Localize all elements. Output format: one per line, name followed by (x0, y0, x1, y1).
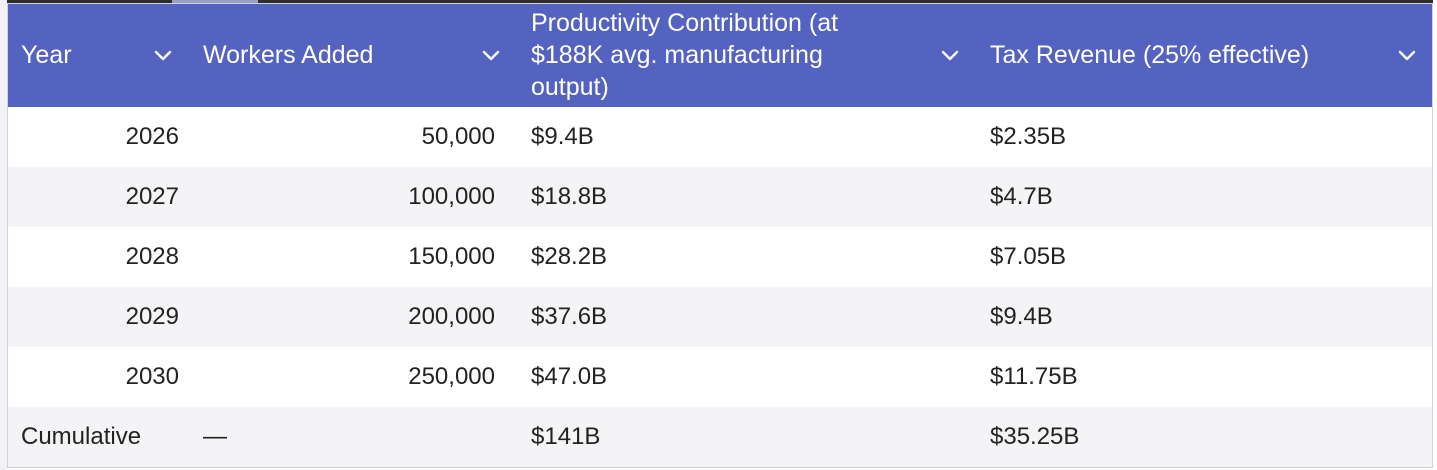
cell-tax-revenue: $11.75B (976, 347, 1433, 407)
cell-year: 2027 (7, 167, 189, 227)
cell-year: 2030 (7, 347, 189, 407)
table-body: 2026 50,000 $9.4B $2.35B 2027 100,000 $1… (7, 107, 1433, 467)
cell-workers-added: 200,000 (189, 287, 517, 347)
cell-year: 2029 (7, 287, 189, 347)
column-header-tax-revenue[interactable]: Tax Revenue (25% effective) (976, 3, 1433, 107)
cell-tax-revenue: $7.05B (976, 227, 1433, 287)
chevron-down-icon[interactable] (938, 43, 962, 67)
cell-workers-added: 100,000 (189, 167, 517, 227)
table-row: 2026 50,000 $9.4B $2.35B (7, 107, 1433, 167)
cell-tax-revenue: $35.25B (976, 407, 1433, 467)
column-header-workers-added[interactable]: Workers Added (189, 3, 517, 107)
chevron-down-icon[interactable] (1395, 43, 1419, 67)
column-header-year[interactable]: Year (7, 3, 189, 107)
column-header-productivity[interactable]: Productivity Contribution (at $188K avg.… (517, 3, 976, 107)
header-row: Year Workers Added (7, 3, 1433, 107)
chevron-down-icon[interactable] (479, 43, 503, 67)
column-header-label: Productivity Contribution (at $188K avg.… (531, 9, 839, 101)
cell-year: Cumulative (7, 407, 189, 467)
cell-year: 2028 (7, 227, 189, 287)
chevron-down-icon[interactable] (151, 43, 175, 67)
table-header: Year Workers Added (7, 3, 1433, 107)
column-header-label: Workers Added (203, 41, 374, 69)
right-margin (1433, 0, 1437, 470)
cell-tax-revenue: $4.7B (976, 167, 1433, 227)
table-row: 2028 150,000 $28.2B $7.05B (7, 227, 1433, 287)
cell-productivity: $9.4B (517, 107, 976, 167)
table-row: 2029 200,000 $37.6B $9.4B (7, 287, 1433, 347)
cell-tax-revenue: $9.4B (976, 287, 1433, 347)
top-border (0, 0, 1437, 3)
column-header-label: Tax Revenue (25% effective) (990, 41, 1310, 69)
cell-workers-added: 50,000 (189, 107, 517, 167)
data-table: Year Workers Added (7, 3, 1433, 467)
cell-productivity: $28.2B (517, 227, 976, 287)
cell-tax-revenue: $2.35B (976, 107, 1433, 167)
table-row-cumulative: Cumulative — $141B $35.25B (7, 407, 1433, 467)
top-border-highlight (172, 0, 258, 3)
table-row: 2030 250,000 $47.0B $11.75B (7, 347, 1433, 407)
cell-productivity: $18.8B (517, 167, 976, 227)
column-header-label: Year (21, 41, 72, 69)
table-row: 2027 100,000 $18.8B $4.7B (7, 167, 1433, 227)
cell-workers-added: 150,000 (189, 227, 517, 287)
cell-workers-added: 250,000 (189, 347, 517, 407)
cell-year: 2026 (7, 107, 189, 167)
cell-workers-added: — (189, 407, 517, 467)
cell-productivity: $37.6B (517, 287, 976, 347)
left-margin (0, 0, 7, 470)
cell-productivity: $141B (517, 407, 976, 467)
cell-productivity: $47.0B (517, 347, 976, 407)
